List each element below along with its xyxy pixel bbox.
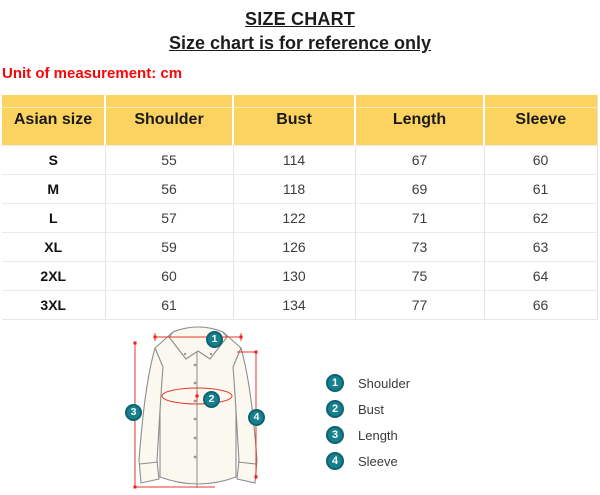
legend-item-bust: 2 Bust [326, 396, 410, 422]
legend-item-length: 3 Length [326, 422, 410, 448]
legend-label-length: Length [358, 427, 398, 443]
value-cell: 75 [354, 261, 484, 291]
value-cell: 134 [232, 290, 355, 320]
value-cell: 59 [104, 232, 233, 262]
value-cell: 67 [354, 145, 484, 175]
legend-badge-3: 3 [326, 426, 344, 444]
sleeve-marker-badge: 4 [248, 409, 265, 426]
size-cell: L [2, 203, 105, 233]
value-cell: 66 [483, 290, 597, 320]
size-cell: 3XL [2, 290, 105, 320]
value-cell: 77 [354, 290, 484, 320]
value-cell: 61 [104, 290, 233, 320]
value-cell: 64 [483, 261, 597, 291]
column-header-asian-size: Asian size [2, 95, 105, 146]
column-header-sleeve: Sleeve [483, 95, 597, 146]
page-title: SIZE CHART [245, 9, 355, 29]
page-subtitle: Size chart is for reference only [168, 33, 432, 53]
size-table: Asian size Shoulder Bust Length Sleeve S… [2, 95, 598, 320]
value-cell: 56 [104, 174, 233, 204]
legend-badge-1: 1 [326, 374, 344, 392]
legend-item-sleeve: 4 Sleeve [326, 448, 410, 474]
table-row: XL 59 126 73 63 [2, 232, 597, 262]
size-cell: S [2, 145, 105, 175]
value-cell: 69 [354, 174, 484, 204]
column-header-bust: Bust [232, 95, 355, 146]
column-header-shoulder: Shoulder [104, 95, 233, 146]
table-row: S 55 114 67 60 [2, 145, 597, 175]
table-row: 2XL 60 130 75 64 [2, 261, 597, 291]
value-cell: 71 [354, 203, 484, 233]
size-table-header-row: Asian size Shoulder Bust Length Sleeve [2, 95, 597, 146]
legend-badge-2: 2 [326, 400, 344, 418]
value-cell: 55 [104, 145, 233, 175]
table-row: M 56 118 69 61 [2, 174, 597, 204]
legend-label-shoulder: Shoulder [358, 375, 411, 391]
value-cell: 118 [232, 174, 355, 204]
size-cell: M [2, 174, 105, 204]
table-row: L 57 122 71 62 [2, 203, 597, 233]
value-cell: 73 [354, 232, 484, 262]
measurement-legend: 1 Shoulder 2 Bust 3 Length 4 Sleeve [326, 370, 410, 474]
value-cell: 122 [232, 203, 355, 233]
size-cell: XL [2, 232, 105, 262]
unit-of-measurement-note: Unit of measurement: cm [2, 65, 183, 82]
length-marker-badge: 3 [125, 404, 142, 421]
value-cell: 62 [483, 203, 597, 233]
shoulder-marker-badge: 1 [206, 331, 223, 348]
column-header-length: Length [354, 95, 484, 146]
value-cell: 60 [483, 145, 597, 175]
legend-badge-4: 4 [326, 452, 344, 470]
value-cell: 57 [104, 203, 233, 233]
value-cell: 61 [483, 174, 597, 204]
shirt-diagram-illustration [133, 326, 258, 489]
value-cell: 130 [232, 261, 355, 291]
size-cell: 2XL [2, 261, 105, 291]
value-cell: 114 [232, 145, 355, 175]
legend-label-bust: Bust [358, 401, 385, 417]
value-cell: 63 [483, 232, 597, 262]
bust-marker-badge: 2 [203, 391, 220, 408]
value-cell: 126 [232, 232, 355, 262]
table-row: 3XL 61 134 77 66 [2, 290, 597, 320]
legend-label-sleeve: Sleeve [358, 453, 398, 469]
legend-item-shoulder: 1 Shoulder [326, 370, 410, 396]
value-cell: 60 [104, 261, 233, 291]
